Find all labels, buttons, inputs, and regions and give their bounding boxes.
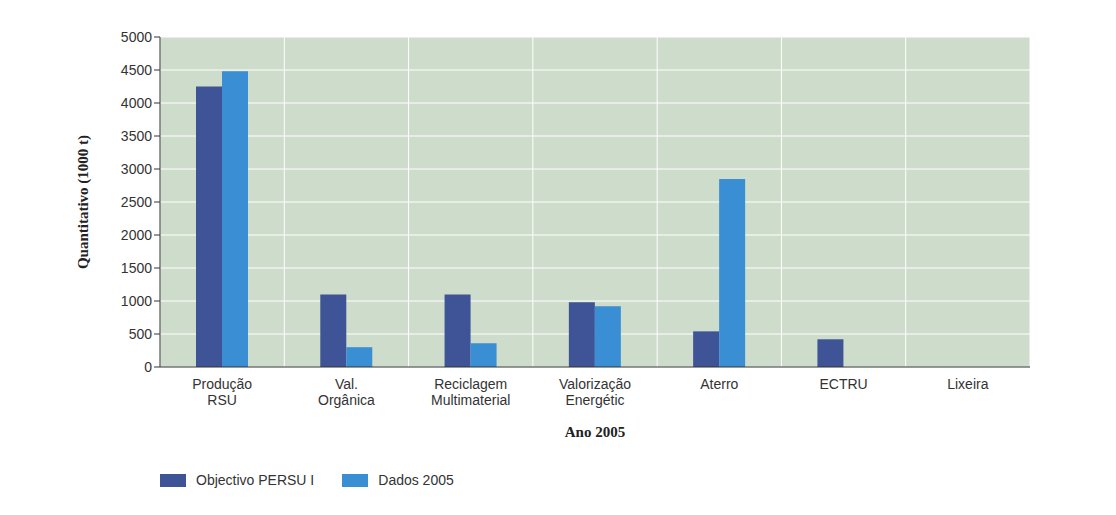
svg-text:Val.Orgânica: Val.Orgânica bbox=[318, 376, 375, 408]
svg-text:Aterro: Aterro bbox=[700, 376, 738, 392]
svg-text:1000: 1000 bbox=[121, 293, 152, 309]
svg-text:3000: 3000 bbox=[121, 161, 152, 177]
svg-text:Quantitativo (1000 t): Quantitativo (1000 t) bbox=[75, 135, 92, 269]
svg-text:ValorizaçãoEnergétic: ValorizaçãoEnergétic bbox=[559, 376, 631, 408]
svg-text:4000: 4000 bbox=[121, 95, 152, 111]
svg-text:1500: 1500 bbox=[121, 260, 152, 276]
svg-text:ECTRU: ECTRU bbox=[819, 376, 867, 392]
svg-text:ReciclagemMultimaterial: ReciclagemMultimaterial bbox=[431, 376, 510, 408]
svg-text:2500: 2500 bbox=[121, 194, 152, 210]
html-text:Objectivo PERSU I: Objectivo PERSU I bbox=[196, 472, 315, 488]
svg-text:5000: 5000 bbox=[121, 29, 152, 45]
svg-text:ProduçãoRSU: ProduçãoRSU bbox=[192, 376, 252, 408]
svg-text:Lixeira: Lixeira bbox=[947, 376, 988, 392]
svg-text:500: 500 bbox=[129, 326, 153, 342]
svg-text:0: 0 bbox=[144, 359, 152, 375]
svg-text:Ano 2005: Ano 2005 bbox=[565, 424, 625, 440]
svg-text:2000: 2000 bbox=[121, 227, 152, 243]
html-text:Dados 2005: Dados 2005 bbox=[378, 472, 454, 488]
svg-text:3500: 3500 bbox=[121, 128, 152, 144]
svg-text:4500: 4500 bbox=[121, 62, 152, 78]
